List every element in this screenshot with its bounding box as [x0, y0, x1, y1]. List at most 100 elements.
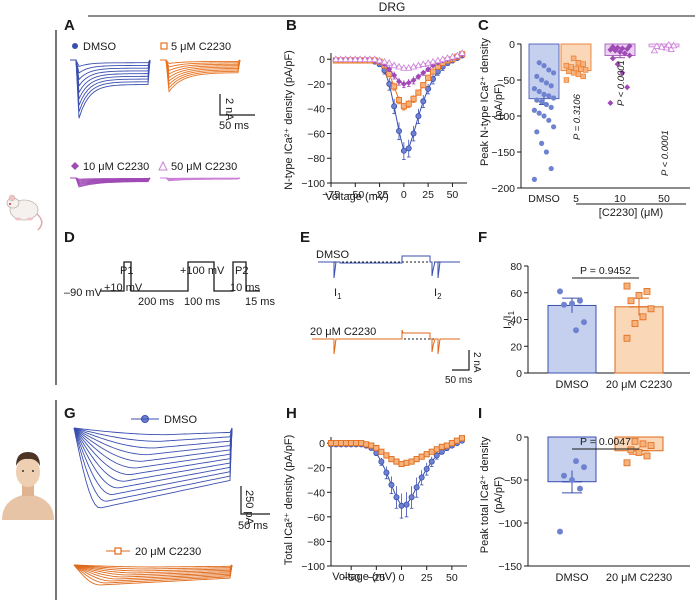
- current-trace: [70, 177, 151, 185]
- panel-d-p1: P1: [120, 265, 133, 277]
- y-tick-label: −50: [497, 75, 515, 87]
- data-point: [332, 55, 340, 62]
- data-point: [363, 441, 370, 448]
- data-point: [433, 452, 440, 459]
- panel-h-chart: 0 −20 −40 −60 −80 −100 −50 −25 0 25 50: [301, 435, 467, 584]
- data-point: [420, 82, 427, 89]
- data-point: [428, 448, 435, 455]
- data-point: [458, 435, 466, 442]
- legend-g-dmso-label: DMSO: [164, 414, 197, 426]
- data-point: [568, 64, 574, 70]
- data-point: [623, 282, 631, 290]
- data-point: [639, 313, 647, 321]
- y-tick-label: −100: [498, 518, 522, 530]
- panel-letter-f: F: [478, 229, 487, 246]
- x-tick-label: −50: [342, 572, 360, 584]
- data-point: [425, 66, 432, 73]
- p-value: P < 0.0001: [616, 60, 627, 106]
- p-value: P = 0.3106: [572, 93, 583, 140]
- data-point: [408, 458, 415, 465]
- x-tick-label: 20 μM C2230: [606, 572, 672, 584]
- panel-e-i2-main: I: [434, 287, 437, 299]
- data-point: [657, 43, 666, 50]
- legend-c5-label: 5 μM C2230: [171, 41, 231, 53]
- data-point: [570, 55, 577, 62]
- current-trace: [73, 427, 233, 462]
- p-value-text: P = 0.0047: [580, 436, 631, 448]
- data-point: [647, 305, 655, 313]
- data-point: [428, 458, 435, 465]
- data-point: [643, 452, 651, 460]
- data-point: [346, 55, 355, 62]
- current-trace: [73, 564, 233, 578]
- data-point: [358, 440, 365, 447]
- data-point: [635, 292, 643, 299]
- current-trace: [73, 564, 233, 572]
- current-trace: [160, 59, 241, 64]
- legend-c10-marker: [71, 162, 79, 170]
- data-point: [569, 477, 575, 483]
- data-point: [383, 452, 390, 459]
- y-tick-label: −20: [307, 79, 325, 91]
- data-point: [366, 55, 374, 62]
- x-tick-label: DMSO: [528, 193, 560, 205]
- data-point: [665, 40, 673, 48]
- data-point: [582, 67, 589, 73]
- data-point: [400, 147, 407, 154]
- data-point: [548, 165, 554, 172]
- panel-e-dmso-trace: [318, 255, 460, 279]
- panel-e-i2-sub: 2: [437, 292, 442, 301]
- data-point: [403, 501, 410, 508]
- panel-d-protocol-trace: [100, 261, 260, 292]
- data-point: [395, 62, 403, 70]
- data-point: [413, 456, 420, 463]
- current-trace: [73, 427, 233, 482]
- data-point: [531, 107, 538, 113]
- data-point: [361, 55, 369, 62]
- y-tick-label: 0: [516, 368, 522, 380]
- legend-dmso-label: DMSO: [83, 41, 116, 53]
- panel-f-ylabel-sub2: 1: [507, 310, 516, 315]
- data-point: [548, 104, 554, 110]
- data-point: [557, 528, 563, 535]
- panel-e-i2: I2: [434, 287, 442, 301]
- data-point: [635, 449, 643, 456]
- panel-letter-b: B: [286, 17, 297, 34]
- data-point: [614, 44, 621, 51]
- legend-c50-marker: [158, 160, 168, 171]
- data-point: [580, 61, 586, 67]
- data-point: [536, 110, 542, 116]
- data-point: [543, 149, 550, 155]
- panel-f-ylabel-slash: /I: [502, 315, 514, 321]
- panel-i-ylabel-line1: Peak total ICa²⁺ density: [479, 436, 491, 553]
- data-point: [627, 297, 635, 305]
- current-trace: [70, 59, 151, 106]
- data-point: [410, 130, 417, 137]
- panel-c-ylabel-line1: Peak N-type ICa²⁺ density: [479, 37, 491, 166]
- current-trace: [73, 427, 233, 469]
- x-tick-label: DMSO: [556, 572, 589, 584]
- y-tick-label: −100: [301, 561, 325, 573]
- data-point: [619, 45, 626, 52]
- data-point: [627, 446, 635, 454]
- data-point: [626, 52, 633, 59]
- panel-e-c20-label: 20 μM C2230: [310, 326, 376, 338]
- data-point: [380, 57, 389, 65]
- data-point: [368, 442, 375, 449]
- data-point: [609, 55, 616, 62]
- data-point: [557, 288, 563, 295]
- panel-a-scalebar-time: 50 ms: [219, 120, 249, 132]
- data-point: [408, 494, 415, 501]
- legend-g-c20-marker: [114, 547, 122, 555]
- panel-g-scalebar: [240, 486, 270, 515]
- panel-f-ylabel-sub1: 2: [507, 321, 516, 326]
- data-point: [607, 100, 614, 107]
- data-point: [631, 320, 639, 327]
- current-trace: [70, 177, 151, 186]
- y-tick-label: −60: [307, 128, 325, 140]
- data-point: [580, 73, 586, 80]
- y-tick-label: −80: [307, 536, 325, 548]
- current-trace: [160, 59, 241, 90]
- y-tick-label: −100: [491, 111, 515, 123]
- data-point: [536, 88, 542, 95]
